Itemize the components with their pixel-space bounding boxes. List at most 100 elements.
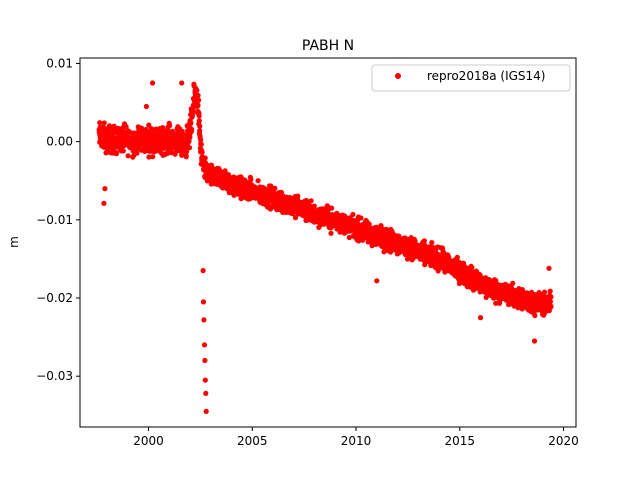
data-point <box>146 154 152 160</box>
x-tick-label: 2000 <box>133 434 164 448</box>
data-point <box>195 92 201 99</box>
data-point <box>421 238 427 244</box>
data-point <box>111 123 117 129</box>
data-point <box>196 97 202 103</box>
data-point <box>493 300 499 306</box>
data-point-outlier <box>201 317 207 323</box>
y-tick-label: 0.01 <box>46 56 73 70</box>
plot-area <box>96 80 554 414</box>
data-point <box>190 109 196 116</box>
data-point-outlier <box>202 357 208 364</box>
data-point <box>150 154 156 160</box>
data-point-outlier <box>179 80 185 86</box>
data-point <box>311 203 317 209</box>
data-point <box>194 87 200 93</box>
data-point <box>435 268 441 274</box>
data-point <box>186 145 193 151</box>
data-point <box>199 149 205 155</box>
data-point <box>469 264 475 270</box>
data-point <box>161 145 167 151</box>
data-point <box>101 120 107 126</box>
data-point <box>146 122 152 128</box>
data-point <box>292 215 299 221</box>
legend: repro2018a (IGS14) <box>371 64 571 92</box>
chart-title: PABH N <box>302 38 354 54</box>
data-point <box>196 113 202 119</box>
data-point <box>272 185 278 191</box>
data-point <box>183 154 189 160</box>
y-tick-label: −0.01 <box>36 213 73 227</box>
data-point <box>255 178 261 184</box>
x-tick-label: 2015 <box>445 434 476 448</box>
data-point <box>179 128 185 134</box>
data-point-outlier <box>202 377 208 383</box>
data-point <box>123 124 129 130</box>
data-point <box>510 280 516 286</box>
data-point <box>196 118 202 124</box>
data-point <box>548 294 554 300</box>
data-point <box>295 193 301 199</box>
y-tick-label: 0.00 <box>46 135 73 149</box>
data-point <box>113 151 120 157</box>
data-point <box>188 120 194 127</box>
data-point <box>358 215 364 221</box>
data-point <box>329 205 335 211</box>
data-point <box>120 148 126 154</box>
data-point-outlier <box>374 278 380 284</box>
data-point <box>160 125 166 131</box>
x-tick-label: 2005 <box>237 434 268 448</box>
data-point <box>346 234 352 241</box>
y-axis: 0.01 0.00 −0.01 −0.02 −0.03 <box>36 56 80 383</box>
x-tick-label: 2020 <box>548 434 579 448</box>
data-point <box>97 120 103 126</box>
y-axis-title: m <box>7 236 21 248</box>
data-point <box>350 211 356 218</box>
legend-marker <box>395 73 401 79</box>
data-point <box>198 137 204 143</box>
data-point-outlier <box>201 342 208 348</box>
data-point <box>532 312 538 319</box>
data-point <box>197 128 203 134</box>
x-axis: 2000 2005 2010 2015 2020 <box>133 427 579 448</box>
data-point <box>328 230 334 236</box>
data-point-outlier <box>200 299 207 305</box>
data-point <box>429 240 435 246</box>
data-point <box>547 299 554 305</box>
y-tick-label: −0.02 <box>36 291 73 305</box>
data-point-outlier <box>203 390 209 396</box>
axes-frame <box>79 57 577 428</box>
data-point <box>198 141 204 147</box>
data-point <box>187 134 193 140</box>
data-point <box>542 309 548 315</box>
data-point <box>125 153 131 159</box>
y-tick-label: −0.03 <box>36 369 73 383</box>
data-point <box>184 149 190 155</box>
data-point-outlier <box>200 268 206 274</box>
data-point <box>422 262 428 268</box>
data-point <box>167 123 173 129</box>
x-tick-label: 2010 <box>341 434 372 448</box>
data-point-outlier <box>546 265 552 271</box>
legend-label: repro2018a (IGS14) <box>427 69 545 83</box>
legend-box <box>371 64 571 92</box>
data-point <box>454 254 460 260</box>
data-point-outlier <box>143 103 149 110</box>
data-point-outlier <box>150 80 156 86</box>
data-point <box>308 198 314 204</box>
data-point-outlier <box>531 338 538 344</box>
data-point <box>342 213 348 219</box>
data-point-outlier <box>477 315 484 321</box>
data-point <box>134 150 140 156</box>
data-point <box>202 155 208 161</box>
data-point <box>248 177 254 183</box>
data-point-outlier <box>203 408 209 414</box>
data-point <box>189 126 195 132</box>
data-point <box>548 303 554 309</box>
data-point <box>195 102 201 109</box>
data-point-outlier <box>102 186 108 192</box>
data-point <box>197 123 203 129</box>
data-point-outlier <box>101 200 107 206</box>
data-point <box>542 289 548 295</box>
data-point <box>547 288 553 294</box>
